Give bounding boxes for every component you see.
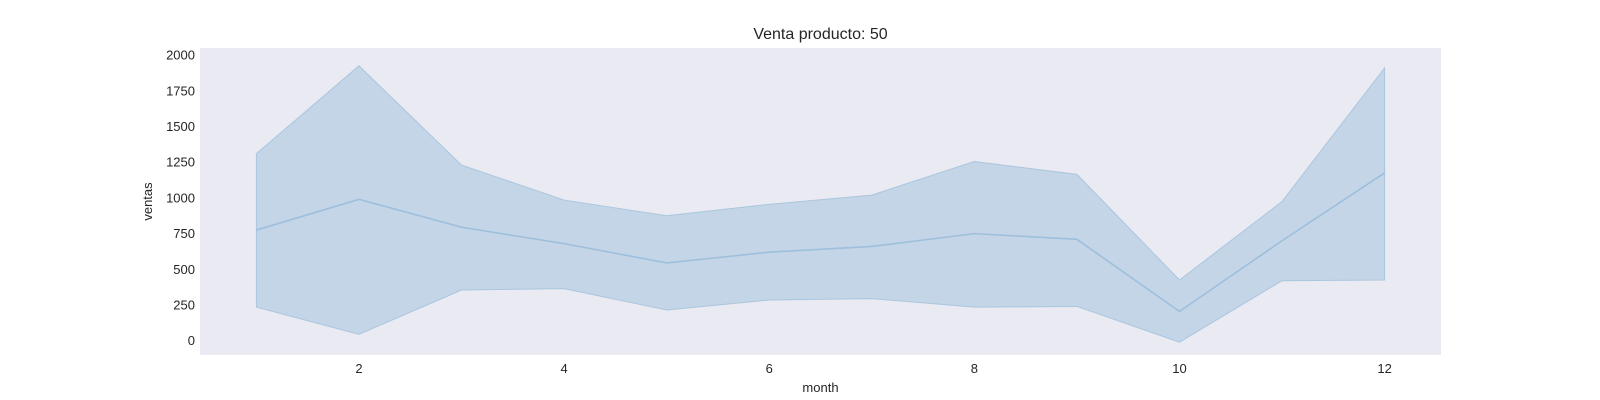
y-tick-label: 500 [173, 262, 195, 277]
y-tick-label: 1000 [166, 190, 195, 205]
confidence-band [255, 65, 1386, 343]
y-tick-label: 1750 [166, 83, 195, 98]
confidence-band-layer [255, 65, 1386, 343]
x-tick-label: 2 [355, 361, 362, 376]
series-line-layer [256, 172, 1386, 313]
y-tick-labels: 0 250 500 750 1000 1250 1500 1750 2000 [166, 48, 195, 349]
chart-title: Venta producto: 50 [753, 26, 887, 43]
x-tick-labels: 2 4 6 8 10 12 [355, 361, 1391, 376]
x-tick-label: 8 [971, 361, 978, 376]
y-tick-label: 1250 [166, 155, 195, 170]
x-axis-label: month [802, 380, 838, 395]
y-tick-label: 250 [173, 298, 195, 313]
y-tick-label: 0 [188, 333, 195, 348]
x-tick-label: 10 [1172, 361, 1186, 376]
x-tick-label: 12 [1377, 361, 1391, 376]
x-tick-label: 4 [560, 361, 567, 376]
y-tick-label: 2000 [166, 48, 195, 63]
y-tick-label: 1500 [166, 119, 195, 134]
y-tick-label: 750 [173, 226, 195, 241]
series-line [256, 172, 1386, 313]
x-tick-label: 6 [766, 361, 773, 376]
y-axis-label: ventas [140, 182, 155, 221]
